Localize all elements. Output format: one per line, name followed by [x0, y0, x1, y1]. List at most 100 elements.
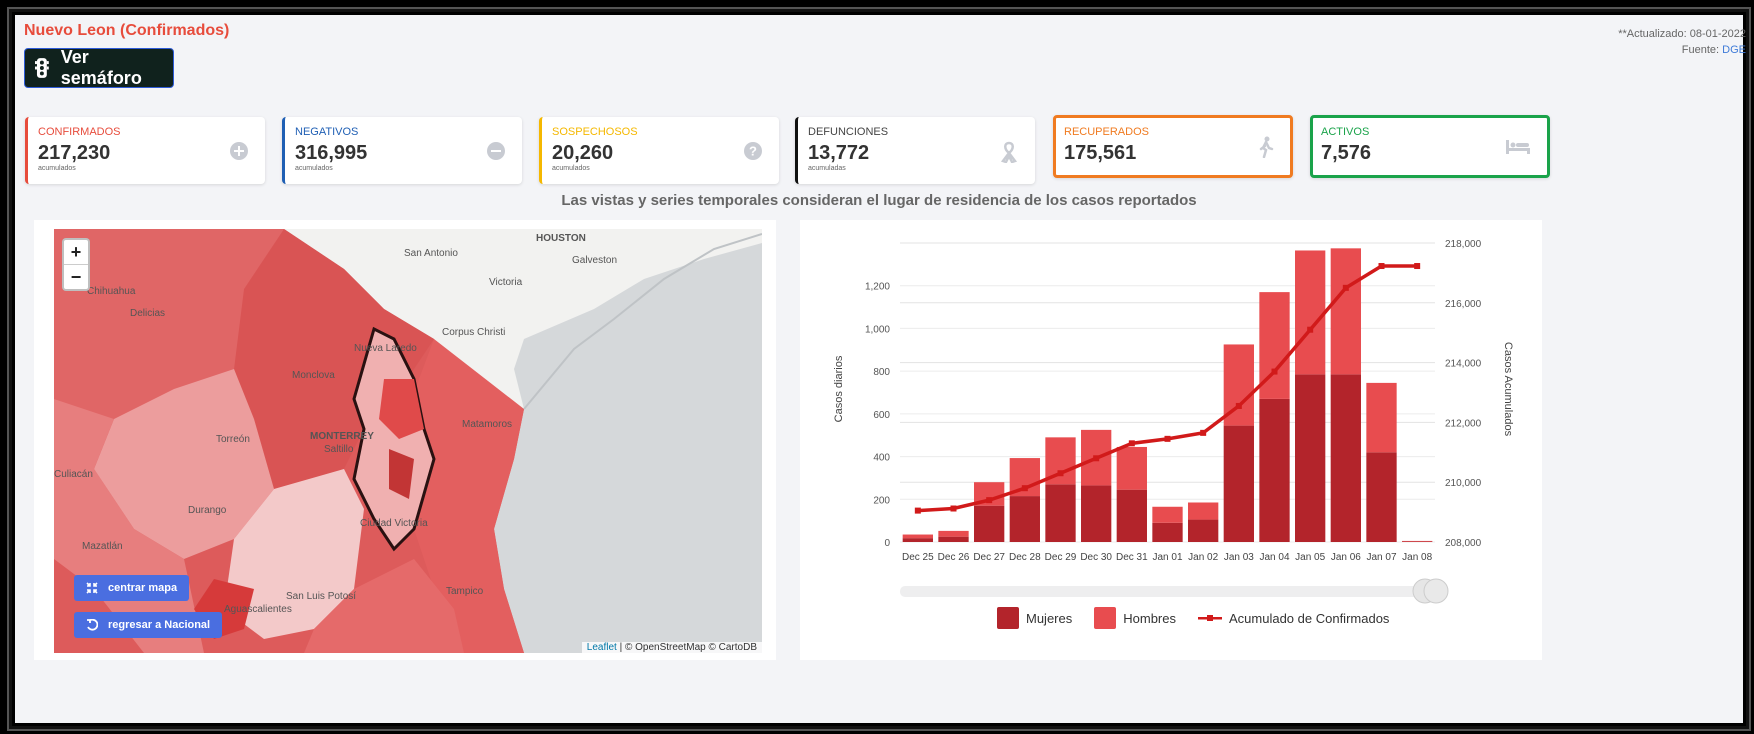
bar-hombres[interactable] [1152, 506, 1183, 523]
card-label: SOSPECHOSOS [552, 126, 638, 138]
cumulative-point[interactable] [1093, 455, 1100, 462]
legend-line-swatch [1198, 615, 1222, 621]
cumulative-point[interactable] [1378, 263, 1385, 270]
bar-mujeres[interactable] [974, 505, 1005, 542]
map-label: Victoria [489, 277, 523, 288]
cumulative-point[interactable] [1200, 429, 1207, 436]
map-attribution: Leaflet | © OpenStreetMap © CartoDB [581, 642, 762, 653]
bar-mujeres[interactable] [1223, 425, 1254, 542]
bar-hombres[interactable] [1295, 250, 1326, 375]
bar-hombres[interactable] [1188, 502, 1219, 520]
bar-mujeres[interactable] [1081, 485, 1112, 542]
bar-hombres[interactable] [974, 482, 1005, 506]
bar-hombres[interactable] [1330, 248, 1361, 375]
source-link[interactable]: DGE [1722, 44, 1746, 56]
center-map-button[interactable]: centrar mapa [74, 575, 190, 601]
card-defunciones: DEFUNCIONES 13,772 acumuladas [795, 117, 1035, 184]
cumulative-point[interactable] [1164, 435, 1171, 442]
x-tick-label: Dec 27 [973, 552, 1005, 563]
cumulative-point[interactable] [1271, 368, 1278, 375]
legend-mujeres[interactable]: Mujeres [997, 607, 1072, 629]
bar-mujeres[interactable] [1259, 398, 1290, 542]
traffic-light-icon [35, 58, 49, 78]
x-tick-label: Jan 08 [1402, 552, 1432, 563]
bar-mujeres[interactable] [902, 538, 933, 542]
map-label: Saltillo [324, 444, 354, 455]
cumulative-point[interactable] [1128, 440, 1135, 447]
x-tick-label: Dec 28 [1009, 552, 1041, 563]
cumulative-point[interactable] [950, 505, 957, 512]
cumulative-point[interactable] [986, 497, 993, 504]
cumulative-point[interactable] [1307, 326, 1314, 333]
cumulative-point[interactable] [1235, 402, 1242, 409]
y-tick-label: 200 [873, 495, 890, 506]
source-label: Fuente: [1681, 44, 1720, 56]
y-tick-label: 800 [873, 367, 890, 378]
back-national-label: regresar a Nacional [108, 619, 211, 631]
bar-mujeres[interactable] [1295, 374, 1326, 542]
zoom-out-button[interactable]: − [64, 264, 88, 289]
cumulative-point[interactable] [1057, 470, 1064, 477]
back-national-button[interactable]: regresar a Nacional [74, 612, 223, 638]
map[interactable]: HOUSTON San Antonio Galveston Victoria C… [54, 229, 762, 653]
card-confirmados: CONFIRMADOS 217,230 acumulados [25, 117, 265, 184]
x-tick-label: Dec 31 [1116, 552, 1148, 563]
card-label: DEFUNCIONES [808, 126, 889, 138]
bar-hombres[interactable] [938, 530, 969, 537]
legend-label: Mujeres [1026, 610, 1073, 626]
y2-tick-label: 216,000 [1445, 299, 1482, 310]
legend-acumulado[interactable]: Acumulado de Confirmados [1198, 611, 1389, 626]
map-label: HOUSTON [536, 233, 586, 244]
card-activos: ACTIVOS 7,576 [1310, 115, 1550, 178]
semaforo-button[interactable]: Ver semáforo [24, 47, 174, 88]
y-tick-label: 1,000 [865, 324, 890, 335]
card-negativos: NEGATIVOS 316,995 acumulados [282, 117, 522, 184]
choropleth-map[interactable]: HOUSTON San Antonio Galveston Victoria C… [54, 229, 762, 653]
bar-mujeres[interactable] [1045, 484, 1076, 542]
y-tick-label: 0 [884, 538, 890, 549]
y2-tick-label: 218,000 [1445, 239, 1482, 250]
x-tick-label: Jan 06 [1331, 552, 1361, 563]
map-label: Ciudad Victoria [360, 518, 428, 529]
x-tick-label: Dec 29 [1045, 552, 1077, 563]
x-tick-label: Jan 05 [1295, 552, 1325, 563]
residence-note: Las vistas y series temporales considera… [561, 192, 1197, 209]
card-sub: acumuladas [808, 165, 846, 172]
card-sub: acumulados [295, 165, 333, 172]
bar-hombres[interactable] [902, 534, 933, 539]
card-value: 13,772 [808, 142, 870, 164]
cumulative-point[interactable] [1342, 284, 1349, 291]
map-label: Mazatlán [82, 541, 123, 552]
bar-mujeres[interactable] [938, 536, 969, 542]
bar-mujeres[interactable] [1152, 522, 1183, 542]
cumulative-point[interactable] [1414, 263, 1421, 270]
bar-hombres[interactable] [1366, 382, 1397, 453]
bar-mujeres[interactable] [1402, 541, 1433, 542]
map-label: San Antonio [404, 248, 458, 259]
leaflet-link[interactable]: Leaflet [586, 642, 617, 653]
card-value: 175,561 [1064, 142, 1137, 164]
bar-mujeres[interactable] [1366, 452, 1397, 542]
range-slider-handle[interactable] [1423, 578, 1449, 604]
card-sospechosos: SOSPECHOSOS 20,260 acumulados ? [539, 117, 779, 184]
range-slider-track[interactable] [900, 586, 1435, 597]
minus-circle-icon [487, 142, 505, 160]
ribbon-icon [1000, 141, 1018, 163]
bar-hombres[interactable] [1116, 446, 1147, 490]
bar-mujeres[interactable] [1188, 519, 1219, 542]
legend-label: Hombres [1123, 610, 1176, 626]
bar-mujeres[interactable] [1009, 496, 1040, 542]
cumulative-point[interactable] [1021, 485, 1028, 492]
legend-hombres[interactable]: Hombres [1094, 607, 1176, 629]
zoom-in-button[interactable]: + [70, 242, 82, 262]
card-recuperados: RECUPERADOS 175,561 [1053, 115, 1293, 178]
y-tick-label: 400 [873, 453, 890, 464]
cumulative-point[interactable] [914, 507, 921, 514]
card-sub: acumulados [38, 165, 76, 172]
bar-mujeres[interactable] [1116, 489, 1147, 542]
semaforo-label: Ver semáforo [60, 47, 142, 88]
cases-chart: 0 200 400 600 800 1,000 1,200 208,000 210,000 21… [833, 239, 1514, 604]
y2-tick-label: 214,000 [1445, 359, 1482, 370]
bar-mujeres[interactable] [1330, 374, 1361, 542]
map-label: Corpus Christi [442, 327, 505, 338]
